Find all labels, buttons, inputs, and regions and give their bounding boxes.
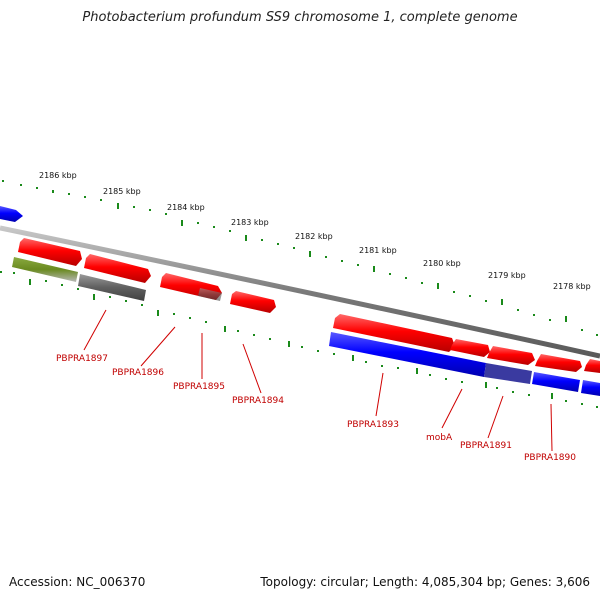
gene-reverse-outer[interactable] [0,206,23,222]
gene-PBPRA1890[interactable] [535,354,582,372]
gene-label-PBPRA1896[interactable]: PBPRA1896 [112,368,164,378]
gene-reverse-edge[interactable] [581,380,600,396]
kbp-label-2185: 2185 kbp [103,187,141,196]
gene-label-PBPRA1890[interactable]: PBPRA1890 [524,453,576,463]
gene-forward-edge[interactable] [584,359,600,373]
gene-label-PBPRA1895[interactable]: PBPRA1895 [173,382,225,392]
gene-label-mobA[interactable]: mobA [426,433,453,443]
gene-label-PBPRA1894[interactable]: PBPRA1894 [232,396,284,406]
gene-reverse-mid[interactable] [484,363,532,384]
gene-PBPRA1893[interactable] [333,314,455,352]
kbp-label-2183: 2183 kbp [231,218,269,227]
label-leader-lines [83,309,553,452]
gene-label-PBPRA1893[interactable]: PBPRA1893 [347,420,399,430]
gene-PBPRA1894[interactable] [230,291,276,313]
gene-PBPRA1891[interactable] [487,346,535,365]
outer-tick-ring [2,180,598,336]
kbp-label-2179: 2179 kbp [488,271,526,280]
kbp-label-2186: 2186 kbp [39,171,77,180]
gene-PBPRA1896[interactable] [84,254,151,283]
map-title: Photobacterium profundum SS9 chromosome … [82,10,518,25]
feature-gray-2[interactable] [198,288,222,301]
feature-rna[interactable] [12,257,78,282]
gene-PBPRA1897[interactable] [18,238,82,266]
gene-reverse-long[interactable] [329,332,486,377]
kbp-label-2178: 2178 kbp [553,282,591,291]
gene-mobA[interactable] [450,339,490,357]
kbp-label-2180: 2180 kbp [423,259,461,268]
kbp-label-2184: 2184 kbp [167,203,205,212]
kbp-label-2182: 2182 kbp [295,232,333,241]
feature-gray-1[interactable] [78,274,146,301]
inner-tick-ring [0,271,598,408]
topology-text: Topology: circular; Length: 4,085,304 bp… [260,575,590,589]
gene-label-PBPRA1897[interactable]: PBPRA1897 [56,354,108,364]
gene-label-PBPRA1891[interactable]: PBPRA1891 [460,441,512,451]
kbp-label-2181: 2181 kbp [359,246,397,255]
chromosome-backbone [0,225,600,359]
gene-reverse-right[interactable] [532,372,580,392]
accession-text: Accession: NC_006370 [9,575,146,589]
